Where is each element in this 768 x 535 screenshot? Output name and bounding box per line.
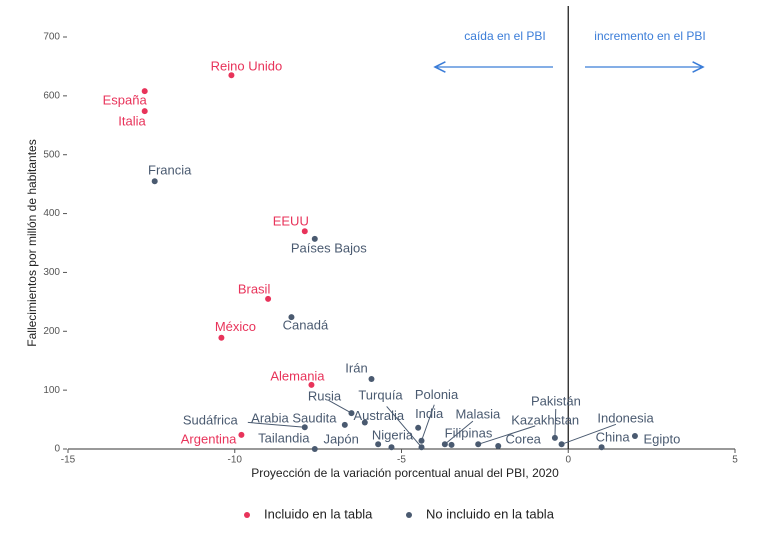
point-label: Italia	[118, 114, 146, 129]
point	[141, 108, 148, 115]
point-label: Australia	[354, 408, 405, 423]
legend-label: Incluido en la tabla	[264, 506, 373, 521]
x-tick-label: -5	[397, 455, 406, 466]
point	[238, 431, 245, 438]
x-tick-label: -15	[61, 455, 76, 466]
point-label: Alemania	[270, 368, 325, 383]
point	[631, 433, 638, 440]
leader-line	[247, 421, 305, 428]
y-tick-label: 400	[43, 208, 60, 219]
leader-line	[386, 406, 422, 448]
leader-line	[478, 425, 536, 445]
point-label: Brasil	[238, 281, 271, 296]
point	[308, 381, 315, 388]
point-label: Tailandia	[258, 430, 310, 445]
point	[418, 444, 425, 451]
point	[598, 444, 605, 451]
point	[151, 178, 158, 185]
point-label: Irán	[345, 360, 367, 375]
y-tick-label: 200	[43, 326, 60, 337]
point	[228, 72, 235, 79]
point	[475, 441, 482, 448]
leader-line	[421, 404, 435, 441]
point-label: Egipto	[644, 431, 681, 446]
x-tick-label: -10	[228, 455, 243, 466]
point-label: China	[596, 430, 631, 445]
legend-marker	[244, 512, 250, 518]
point	[218, 334, 225, 341]
point-label: Indonesia	[597, 411, 654, 426]
point-label: Pakistán	[531, 393, 581, 408]
point	[301, 228, 308, 235]
point-label: Filipinas	[445, 425, 493, 440]
point	[448, 441, 455, 448]
x-tick-label: 5	[732, 455, 738, 466]
point-label: Rusia	[308, 389, 342, 404]
point-label: Canadá	[283, 318, 329, 333]
point	[551, 434, 558, 441]
legend-marker	[406, 512, 412, 518]
y-tick-label: 700	[43, 32, 60, 43]
point-label: Malasia	[455, 407, 501, 422]
point	[311, 446, 318, 452]
point-label: Países Bajos	[291, 240, 367, 255]
x-tick-label: 0	[565, 455, 571, 466]
point-label: Arabia Saudita	[251, 410, 337, 425]
point	[301, 424, 308, 431]
point	[415, 424, 422, 431]
annotation: caída en el PBI	[464, 29, 545, 43]
leader-line	[444, 420, 474, 445]
y-tick-label: 300	[43, 267, 60, 278]
point	[375, 441, 382, 448]
point-label: España	[103, 93, 148, 108]
point	[441, 441, 448, 448]
point	[348, 410, 355, 417]
point-label: EEUU	[273, 214, 309, 229]
point	[141, 88, 148, 95]
leader-line	[328, 399, 352, 414]
point	[418, 437, 425, 444]
point	[368, 375, 375, 382]
y-tick-label: 0	[54, 444, 60, 455]
annotation: incremento en el PBI	[594, 29, 705, 43]
leader-line	[554, 409, 557, 438]
point-label: Turquía	[358, 388, 403, 403]
point-label: India	[415, 406, 444, 421]
y-tick-label: 100	[43, 385, 60, 396]
point	[288, 314, 295, 321]
point	[558, 441, 565, 448]
point	[341, 421, 348, 428]
point-label: Nigeria	[372, 428, 414, 443]
point-label: Reino Unido	[211, 59, 283, 74]
x-axis-title: Proyección de la variación porcentual an…	[251, 466, 559, 480]
point-label: Japón	[323, 432, 358, 447]
point-label: Corea	[506, 431, 542, 446]
point-label: Francia	[148, 163, 192, 178]
point	[388, 444, 395, 451]
point-label: Argentina	[181, 431, 237, 446]
point-label: México	[215, 319, 256, 334]
y-axis-title: Fallecimientos por millón de habitantes	[25, 139, 39, 346]
point-label: Sudáfrica	[183, 413, 239, 428]
point	[495, 443, 502, 450]
legend-label: No incluido en la tabla	[426, 506, 555, 521]
point	[311, 235, 318, 242]
point-label: Kazakhstan	[511, 413, 579, 428]
y-tick-label: 500	[43, 149, 60, 160]
point	[265, 295, 272, 302]
point	[361, 419, 368, 426]
y-tick-label: 600	[43, 90, 60, 101]
point-label: Polonia	[415, 387, 459, 402]
leader-line	[561, 423, 617, 445]
